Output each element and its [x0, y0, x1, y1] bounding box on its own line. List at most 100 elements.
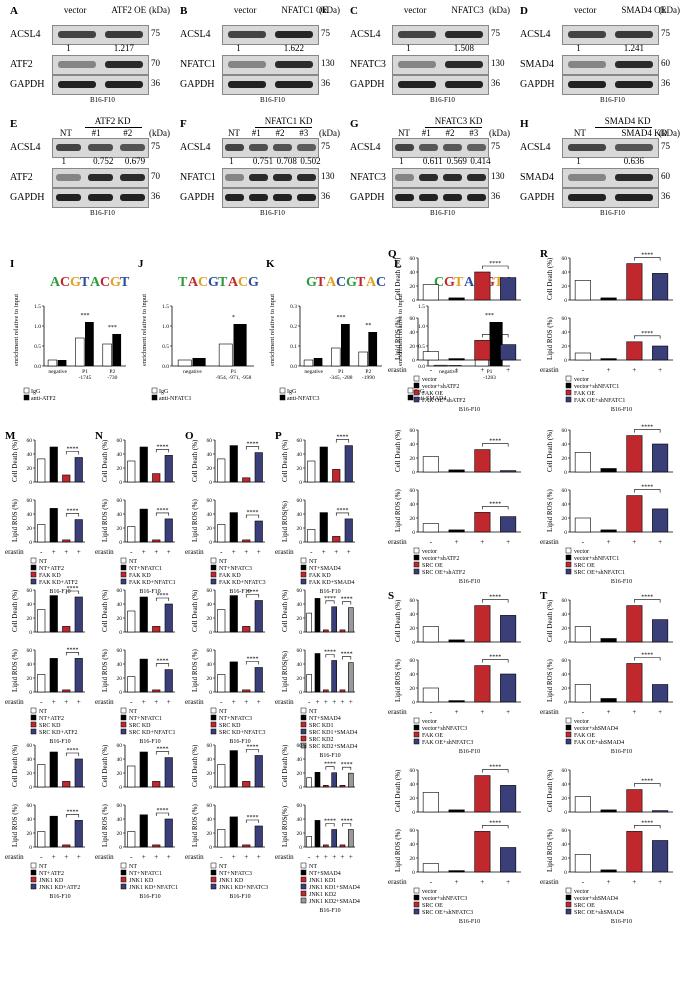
legend-label: vector+shNFATC3: [422, 726, 467, 732]
ferroptosis-chart: Cell Death (%) 0 20 40 60 **** Lipid ROS (%) 0 2…: [185, 743, 268, 900]
ylabel-cell-death: Cell Death (%): [281, 439, 289, 482]
blot-row-label: NFATC3: [350, 172, 386, 183]
lane-label: NT: [397, 128, 410, 138]
bar: [422, 351, 439, 361]
legend-swatch: [30, 564, 37, 571]
legend-label: vector+shNFATC3: [422, 896, 467, 902]
erastin-sign: +: [154, 698, 158, 706]
y-tick-label: 0: [29, 845, 32, 851]
y-tick-label: 0: [299, 630, 302, 636]
y-tick-label: 20: [117, 526, 123, 532]
legend-swatch: [120, 876, 127, 883]
cell-line-label: B16-F10: [229, 739, 250, 745]
bar: [62, 689, 71, 693]
blot-band: [615, 81, 654, 88]
legend-label: vector: [574, 377, 589, 383]
blot-membrane: [392, 188, 489, 208]
erastin-label: erastin: [388, 366, 407, 374]
blot-band: [615, 31, 654, 38]
bar: [217, 524, 226, 543]
bar: [626, 341, 643, 361]
bar: [500, 847, 517, 873]
cell-line-label: B16-F10: [90, 96, 115, 104]
legend-swatch: [565, 717, 572, 724]
blot-band: [227, 31, 266, 38]
kda-header: (kDa): [659, 5, 680, 15]
legend-label: vector+shNFATC1: [574, 556, 619, 562]
bar: [574, 452, 591, 473]
bar: [217, 764, 226, 788]
sig-stars: ****: [157, 444, 169, 450]
bar: [331, 829, 337, 848]
y-tick-label: 0: [119, 480, 122, 486]
legend-label: FAK OE: [574, 733, 595, 739]
bar: [344, 518, 353, 543]
sig-bracket: [482, 265, 509, 269]
sig-bracket: [245, 514, 260, 518]
ylabel-cell-death: Cell Death (%): [546, 599, 554, 642]
legend-swatch: [120, 564, 127, 571]
bar: [474, 340, 491, 361]
motif-letter: T: [80, 275, 90, 290]
category-label: -730: [107, 375, 117, 381]
blot-band: [466, 174, 486, 181]
quant-value: 1.508: [453, 43, 474, 53]
legend-label: FAK KD: [219, 573, 241, 579]
legend-label: anti-NFATC3: [287, 396, 320, 402]
ylabel-cell-death: Cell Death (%): [546, 429, 554, 472]
blot-row-label: ACSL4: [520, 29, 551, 40]
erastin-label: erastin: [540, 708, 559, 716]
lane-label: #3: [299, 128, 309, 138]
bar: [474, 665, 491, 703]
lane-label: ATF2 OE: [111, 5, 147, 15]
bar: [254, 755, 263, 788]
blot-row-label: ACSL4: [350, 142, 381, 153]
sig-bracket: [155, 751, 170, 755]
lane-label: NT: [573, 128, 586, 138]
bar: [152, 473, 161, 483]
blot-band: [442, 194, 462, 201]
blot-row-label: NFATC1: [180, 59, 216, 70]
cell-line-label: B16-F10: [430, 209, 455, 217]
bar: [152, 539, 161, 543]
y-tick-label: 60: [562, 598, 568, 604]
bar: [242, 844, 251, 848]
y-tick-label: 20: [207, 466, 213, 472]
legend-swatch: [413, 908, 420, 915]
bar: [152, 689, 161, 693]
quant-value: 0.414: [470, 156, 491, 166]
y-tick-label: 0: [209, 785, 212, 791]
bar: [626, 663, 643, 703]
kda-marker: 75: [491, 141, 500, 151]
bar: [500, 785, 517, 813]
motif-letter: A: [228, 275, 239, 290]
y-tick-label: 20: [562, 626, 568, 632]
lane-label: #2: [123, 128, 133, 138]
legend-swatch: [300, 876, 307, 883]
group-bracket: [85, 127, 143, 128]
sig-bracket: [325, 823, 335, 827]
sig-stars: ****: [341, 762, 353, 768]
erastin-sign: +: [64, 548, 68, 556]
bar: [62, 626, 71, 633]
y-tick-label: 60: [117, 498, 123, 504]
bar: [348, 662, 354, 693]
erastin-sign: +: [332, 853, 336, 861]
y-tick-label: 40: [410, 270, 416, 276]
ferroptosis-chart: Cell Death (%) 0 20 40 60 **** Lipid ROS (%) 0 2…: [5, 586, 85, 745]
sig-stars: ****: [247, 815, 259, 821]
panel-label: R: [540, 248, 548, 260]
bar: [37, 831, 46, 848]
erastin-sign: +: [455, 366, 459, 374]
cell-line-label: B16-F10: [611, 407, 632, 413]
legend-label: FAK OE+shNFATC3: [422, 740, 473, 746]
legend-label: JNK1 KD+NFATC3: [219, 885, 268, 891]
sig-stars: ****: [247, 442, 259, 448]
y-tick-label: 20: [410, 626, 416, 632]
y-tick-label: 60: [297, 803, 303, 809]
legend-swatch: [300, 728, 307, 735]
ylabel-cell-death: Cell Death (%): [191, 744, 199, 787]
panel-label: C: [350, 5, 358, 17]
ferroptosis-chart: Cell Death (%) 0 20 40 60 **** Lipid ROS (%) 0 2…: [95, 588, 175, 745]
